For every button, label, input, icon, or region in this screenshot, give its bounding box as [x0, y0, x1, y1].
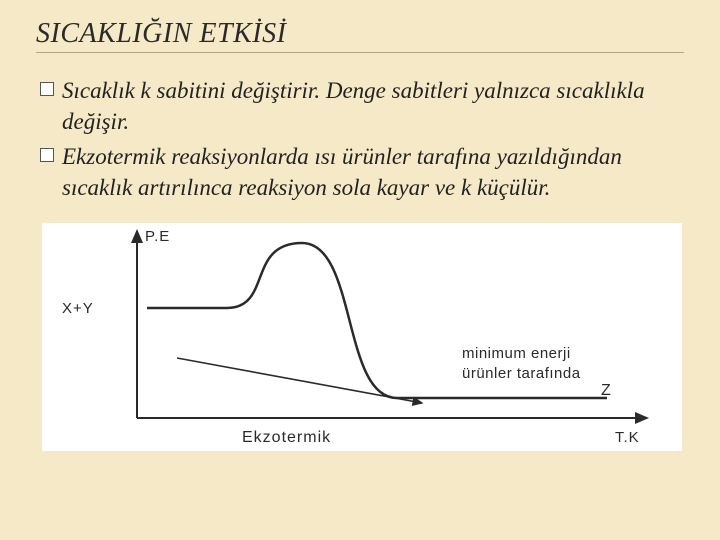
svg-text:ürünler tarafında: ürünler tarafında: [462, 365, 581, 382]
energy-diagram-svg: P.E X+Y minimum enerji ürünler tarafında Z Ek…: [42, 223, 682, 451]
energy-diagram: P.E X+Y minimum enerji ürünler tarafında Z Ek…: [42, 223, 682, 451]
svg-text:X+Y: X+Y: [62, 300, 94, 317]
bullet-list: Sıcaklık k sabitini değiştirir. Denge sa…: [36, 75, 684, 203]
bullet-text: Ekzotermik reaksiyonlarda ısı ürünler ta…: [62, 141, 664, 203]
bullet-marker-icon: [40, 148, 54, 162]
svg-text:P.E: P.E: [145, 228, 170, 245]
slide: SICAKLIĞIN ETKİSİ Sıcaklık k sabitini de…: [0, 0, 720, 540]
svg-text:minimum enerji: minimum enerji: [462, 345, 571, 362]
bullet-text: Sıcaklık k sabitini değiştirir. Denge sa…: [62, 75, 664, 137]
bullet-item: Sıcaklık k sabitini değiştirir. Denge sa…: [40, 75, 664, 137]
svg-text:Ekzotermik: Ekzotermik: [242, 429, 331, 446]
bullet-marker-icon: [40, 82, 54, 96]
svg-text:Z: Z: [601, 382, 611, 399]
bullet-item: Ekzotermik reaksiyonlarda ısı ürünler ta…: [40, 141, 664, 203]
slide-title: SICAKLIĞIN ETKİSİ: [36, 18, 684, 53]
svg-text:T.K: T.K: [615, 429, 640, 446]
